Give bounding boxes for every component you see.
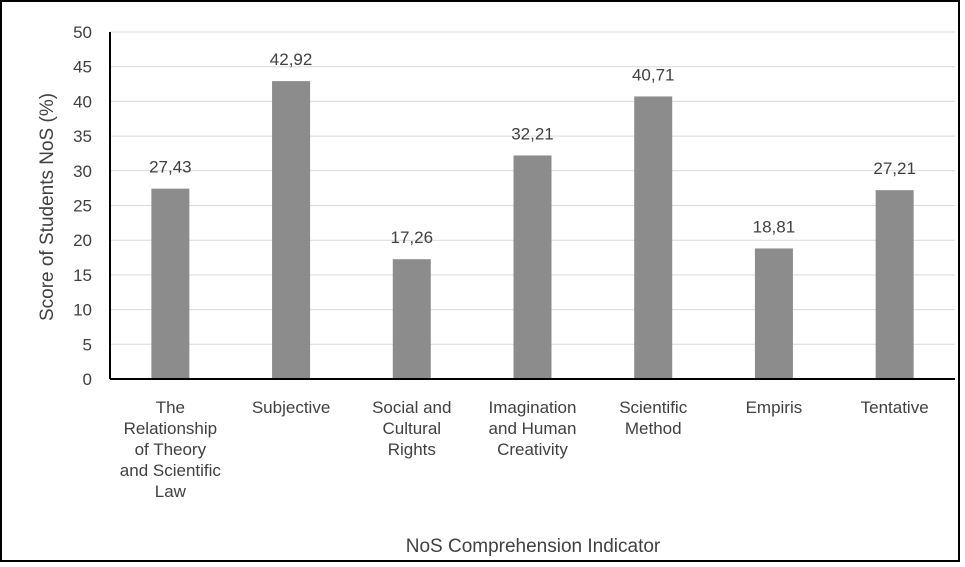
x-category-label: of Theory bbox=[135, 440, 207, 459]
gridlines bbox=[110, 31, 955, 345]
data-label: 27,43 bbox=[149, 158, 192, 177]
bar bbox=[151, 188, 190, 379]
x-category-label: Law bbox=[155, 482, 187, 501]
x-category-label: Empiris bbox=[746, 398, 803, 417]
data-label: 42,92 bbox=[270, 50, 313, 69]
x-category-label: Method bbox=[625, 419, 682, 438]
y-tick-label: 25 bbox=[73, 197, 92, 216]
y-tick-label: 5 bbox=[83, 335, 92, 354]
bar bbox=[272, 81, 311, 380]
x-category-label: Social and bbox=[372, 398, 451, 417]
data-label: 27,21 bbox=[873, 159, 916, 178]
bar bbox=[634, 96, 673, 380]
data-label: 17,26 bbox=[391, 228, 434, 247]
y-tick-label: 40 bbox=[73, 92, 92, 111]
y-axis-title: Score of Students NoS (%) bbox=[37, 93, 58, 321]
bar bbox=[513, 155, 552, 379]
data-label: 18,81 bbox=[753, 217, 796, 236]
y-tick-label: 50 bbox=[73, 23, 92, 42]
y-tick-label: 15 bbox=[73, 266, 92, 285]
x-category-label: Creativity bbox=[497, 440, 568, 459]
x-category-label: and Scientific bbox=[120, 461, 222, 480]
y-tick-labels: 0 5 10 15 20 25 30 35 40 45 50 bbox=[73, 23, 92, 389]
y-tick-label: 35 bbox=[73, 127, 92, 146]
data-labels: 27,43 42,92 17,26 32,21 40,71 18,81 27,21 bbox=[149, 50, 916, 247]
y-tick-label: 45 bbox=[73, 58, 92, 77]
bar bbox=[875, 190, 914, 379]
bar bbox=[392, 259, 431, 379]
x-category-label: Relationship bbox=[124, 419, 218, 438]
y-tick-label: 10 bbox=[73, 301, 92, 320]
y-tick-label: 30 bbox=[73, 162, 92, 181]
y-tick-label: 0 bbox=[83, 370, 92, 389]
x-category-label: The bbox=[156, 398, 185, 417]
x-category-label: Cultural bbox=[382, 419, 441, 438]
bar bbox=[754, 248, 793, 379]
x-category-labels: The Relationship of Theory and Scientific La… bbox=[120, 398, 929, 501]
x-axis-title: NoS Comprehension Indicator bbox=[406, 536, 661, 557]
bars bbox=[151, 81, 914, 380]
axes bbox=[109, 32, 955, 380]
data-label: 40,71 bbox=[632, 65, 675, 84]
x-category-label: Subjective bbox=[252, 398, 330, 417]
x-category-label: and Human bbox=[489, 419, 577, 438]
x-category-label: Tentative bbox=[861, 398, 929, 417]
x-category-label: Scientific bbox=[619, 398, 688, 417]
x-category-label: Imagination bbox=[489, 398, 577, 417]
data-label: 32,21 bbox=[511, 124, 554, 143]
x-category-label: Rights bbox=[388, 440, 436, 459]
y-tick-label: 20 bbox=[73, 231, 92, 250]
